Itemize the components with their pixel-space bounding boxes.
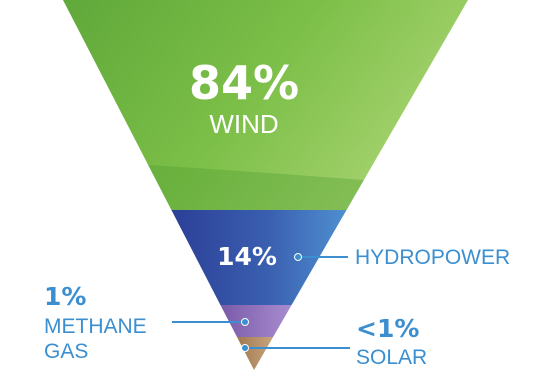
segment-methane-gas (220, 305, 292, 337)
segment-hydropower (171, 210, 347, 305)
segment-solar (237, 337, 274, 370)
category-label-wind: WIND (209, 109, 278, 139)
connector-dot-methane-gas (241, 318, 249, 326)
connector-dot-solar (241, 344, 249, 352)
value-label-solar: <1% (356, 314, 419, 343)
category-label-solar: SOLAR (356, 346, 427, 369)
segment-wind-shade (148, 165, 364, 210)
connector-dot-hydropower (294, 253, 302, 261)
segment-wind (63, 0, 468, 210)
value-label-hydropower: 14% (217, 242, 277, 271)
value-label-methane-gas: 1% (44, 282, 86, 311)
category-label-hydropower: HYDROPOWER (355, 246, 510, 269)
category-label-methane-gas-line-2: GAS (44, 340, 88, 363)
category-label-methane-gas-line-1: METHANE (44, 315, 147, 338)
value-label-wind: 84% (189, 56, 299, 110)
